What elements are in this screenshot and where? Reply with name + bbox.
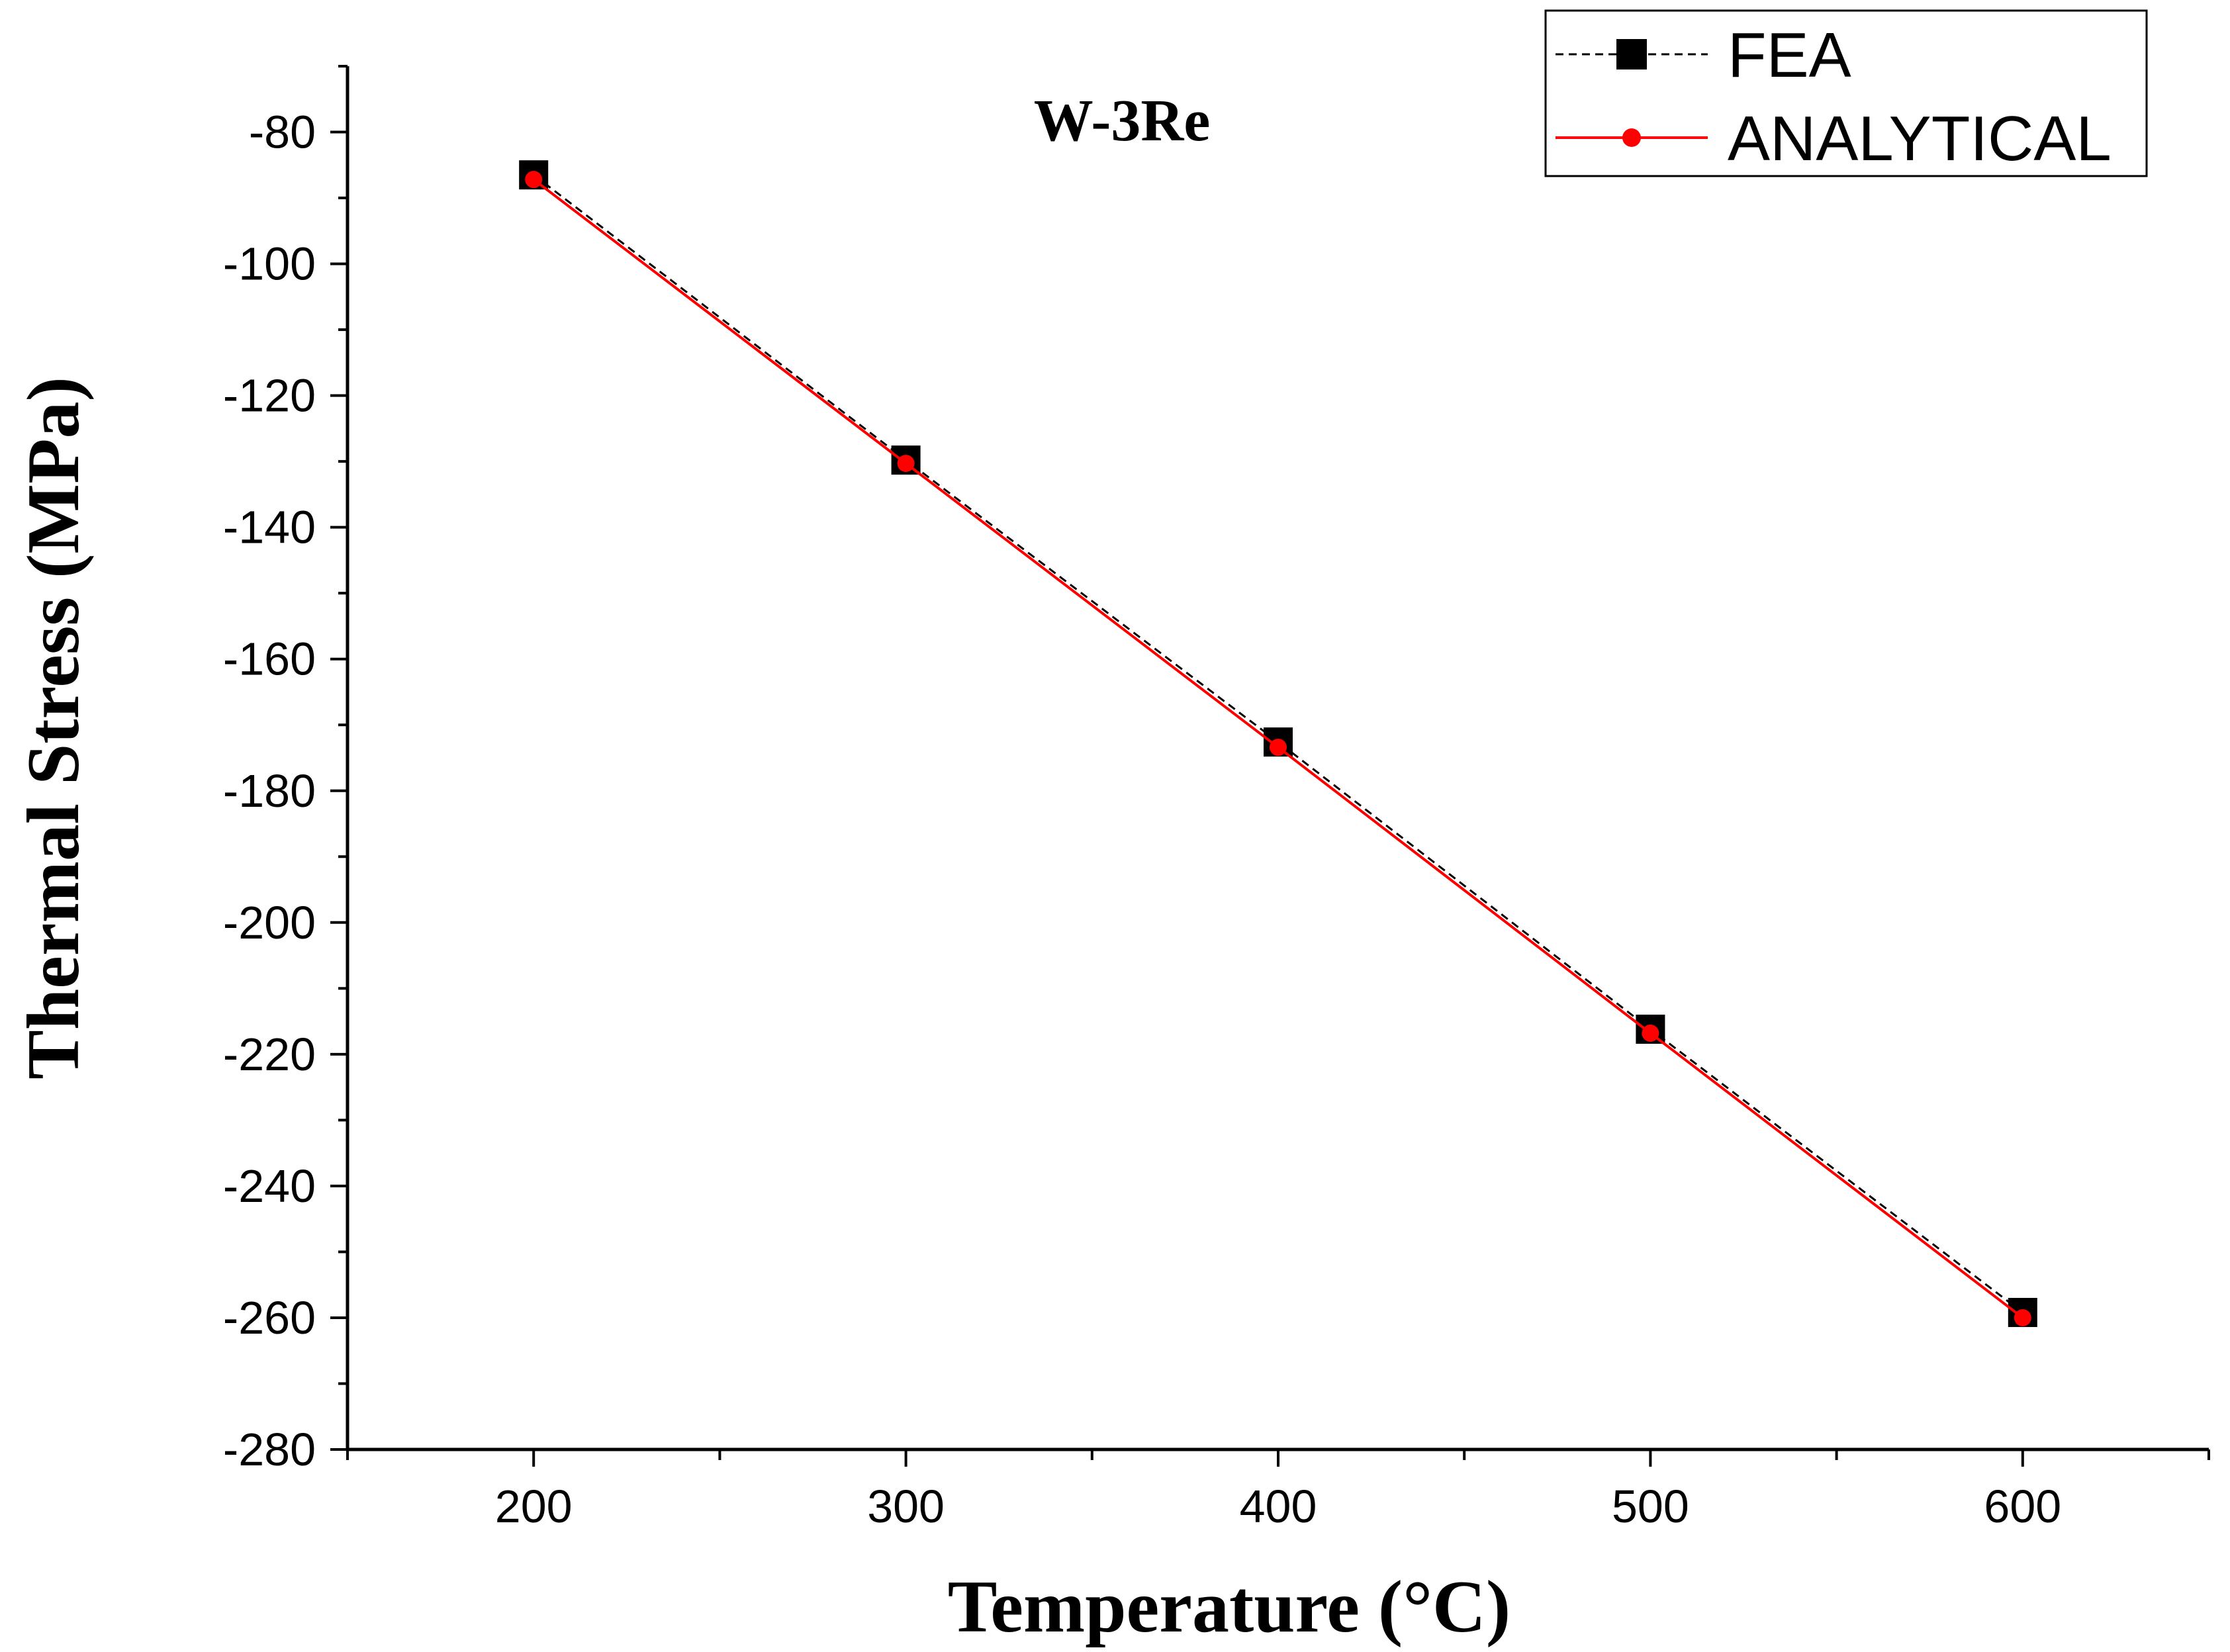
x-tick-label: 300 <box>867 1481 945 1532</box>
series-layer <box>519 160 2037 1327</box>
legend-analytical-label: ANALYTICAL <box>1728 103 2112 174</box>
y-tick-label: -200 <box>223 897 316 948</box>
legend: FEA ANALYTICAL <box>1544 9 2148 177</box>
y-tick-label: -220 <box>223 1029 316 1080</box>
series-analytical <box>525 171 2031 1326</box>
y-tick-label: -80 <box>249 107 316 158</box>
data-point-analytical <box>525 171 543 189</box>
data-point-analytical <box>1270 739 1287 757</box>
x-tick-label: 400 <box>1240 1481 1317 1532</box>
y-tick-label: -240 <box>223 1160 316 1212</box>
data-point-analytical <box>1642 1025 1659 1042</box>
y-tick-label: -180 <box>223 765 316 817</box>
x-tick-label: 600 <box>1984 1481 2061 1532</box>
data-point-analytical <box>897 455 915 473</box>
x-axis-ticks: 200 300 400 500 600 <box>346 1449 2210 1532</box>
x-tick-label: 200 <box>495 1481 573 1532</box>
y-tick-label: -100 <box>223 238 316 290</box>
y-tick-label: -120 <box>223 370 316 422</box>
legend-fea-marker <box>1616 39 1647 69</box>
data-point-analytical <box>2014 1308 2031 1326</box>
legend-fea-label: FEA <box>1728 20 1851 91</box>
y-tick-label: -140 <box>223 502 316 553</box>
y-axis-ticks: -80 -100 -120 -140 -160 -180 -200 -220 -240 -260 -… <box>223 65 348 1475</box>
y-axis-title: Thermal Stress (MPa) <box>13 377 95 1079</box>
y-tick-label: -260 <box>223 1292 316 1344</box>
y-tick-label: -280 <box>223 1424 316 1475</box>
x-axis-title: Temperature (°C) <box>948 1566 1510 1648</box>
y-tick-label: -160 <box>223 633 316 685</box>
legend-analytical-marker <box>1622 128 1641 147</box>
legend-box <box>1544 9 2148 177</box>
plot-title: W-3Re <box>1034 88 1211 154</box>
axes <box>346 66 2209 1451</box>
x-tick-label: 500 <box>1612 1481 1689 1532</box>
